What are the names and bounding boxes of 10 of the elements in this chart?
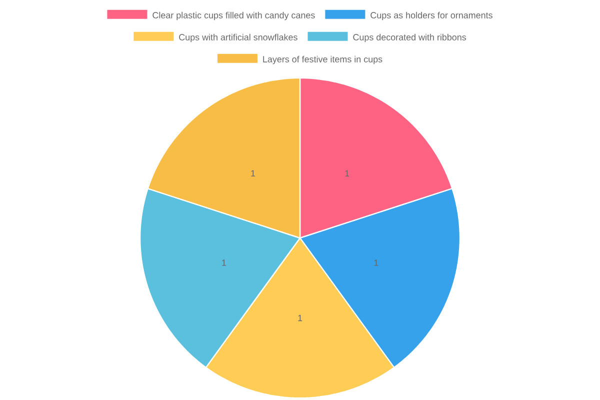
legend-label: Layers of festive items in cups xyxy=(263,56,382,64)
data-label: 1 xyxy=(222,260,226,266)
legend-label: Cups as holders for ornaments xyxy=(370,12,492,20)
data-label: 1 xyxy=(298,314,302,322)
data-label: 1 xyxy=(251,170,256,176)
data-label: 1 xyxy=(345,170,350,176)
legend-label: Cups decorated with ribbons xyxy=(353,34,466,42)
legend-label: Clear plastic cups filled with candy canes xyxy=(152,12,315,20)
data-label: 1 xyxy=(374,260,378,266)
legend-label: Cups with artificial snowflakes xyxy=(179,34,298,42)
